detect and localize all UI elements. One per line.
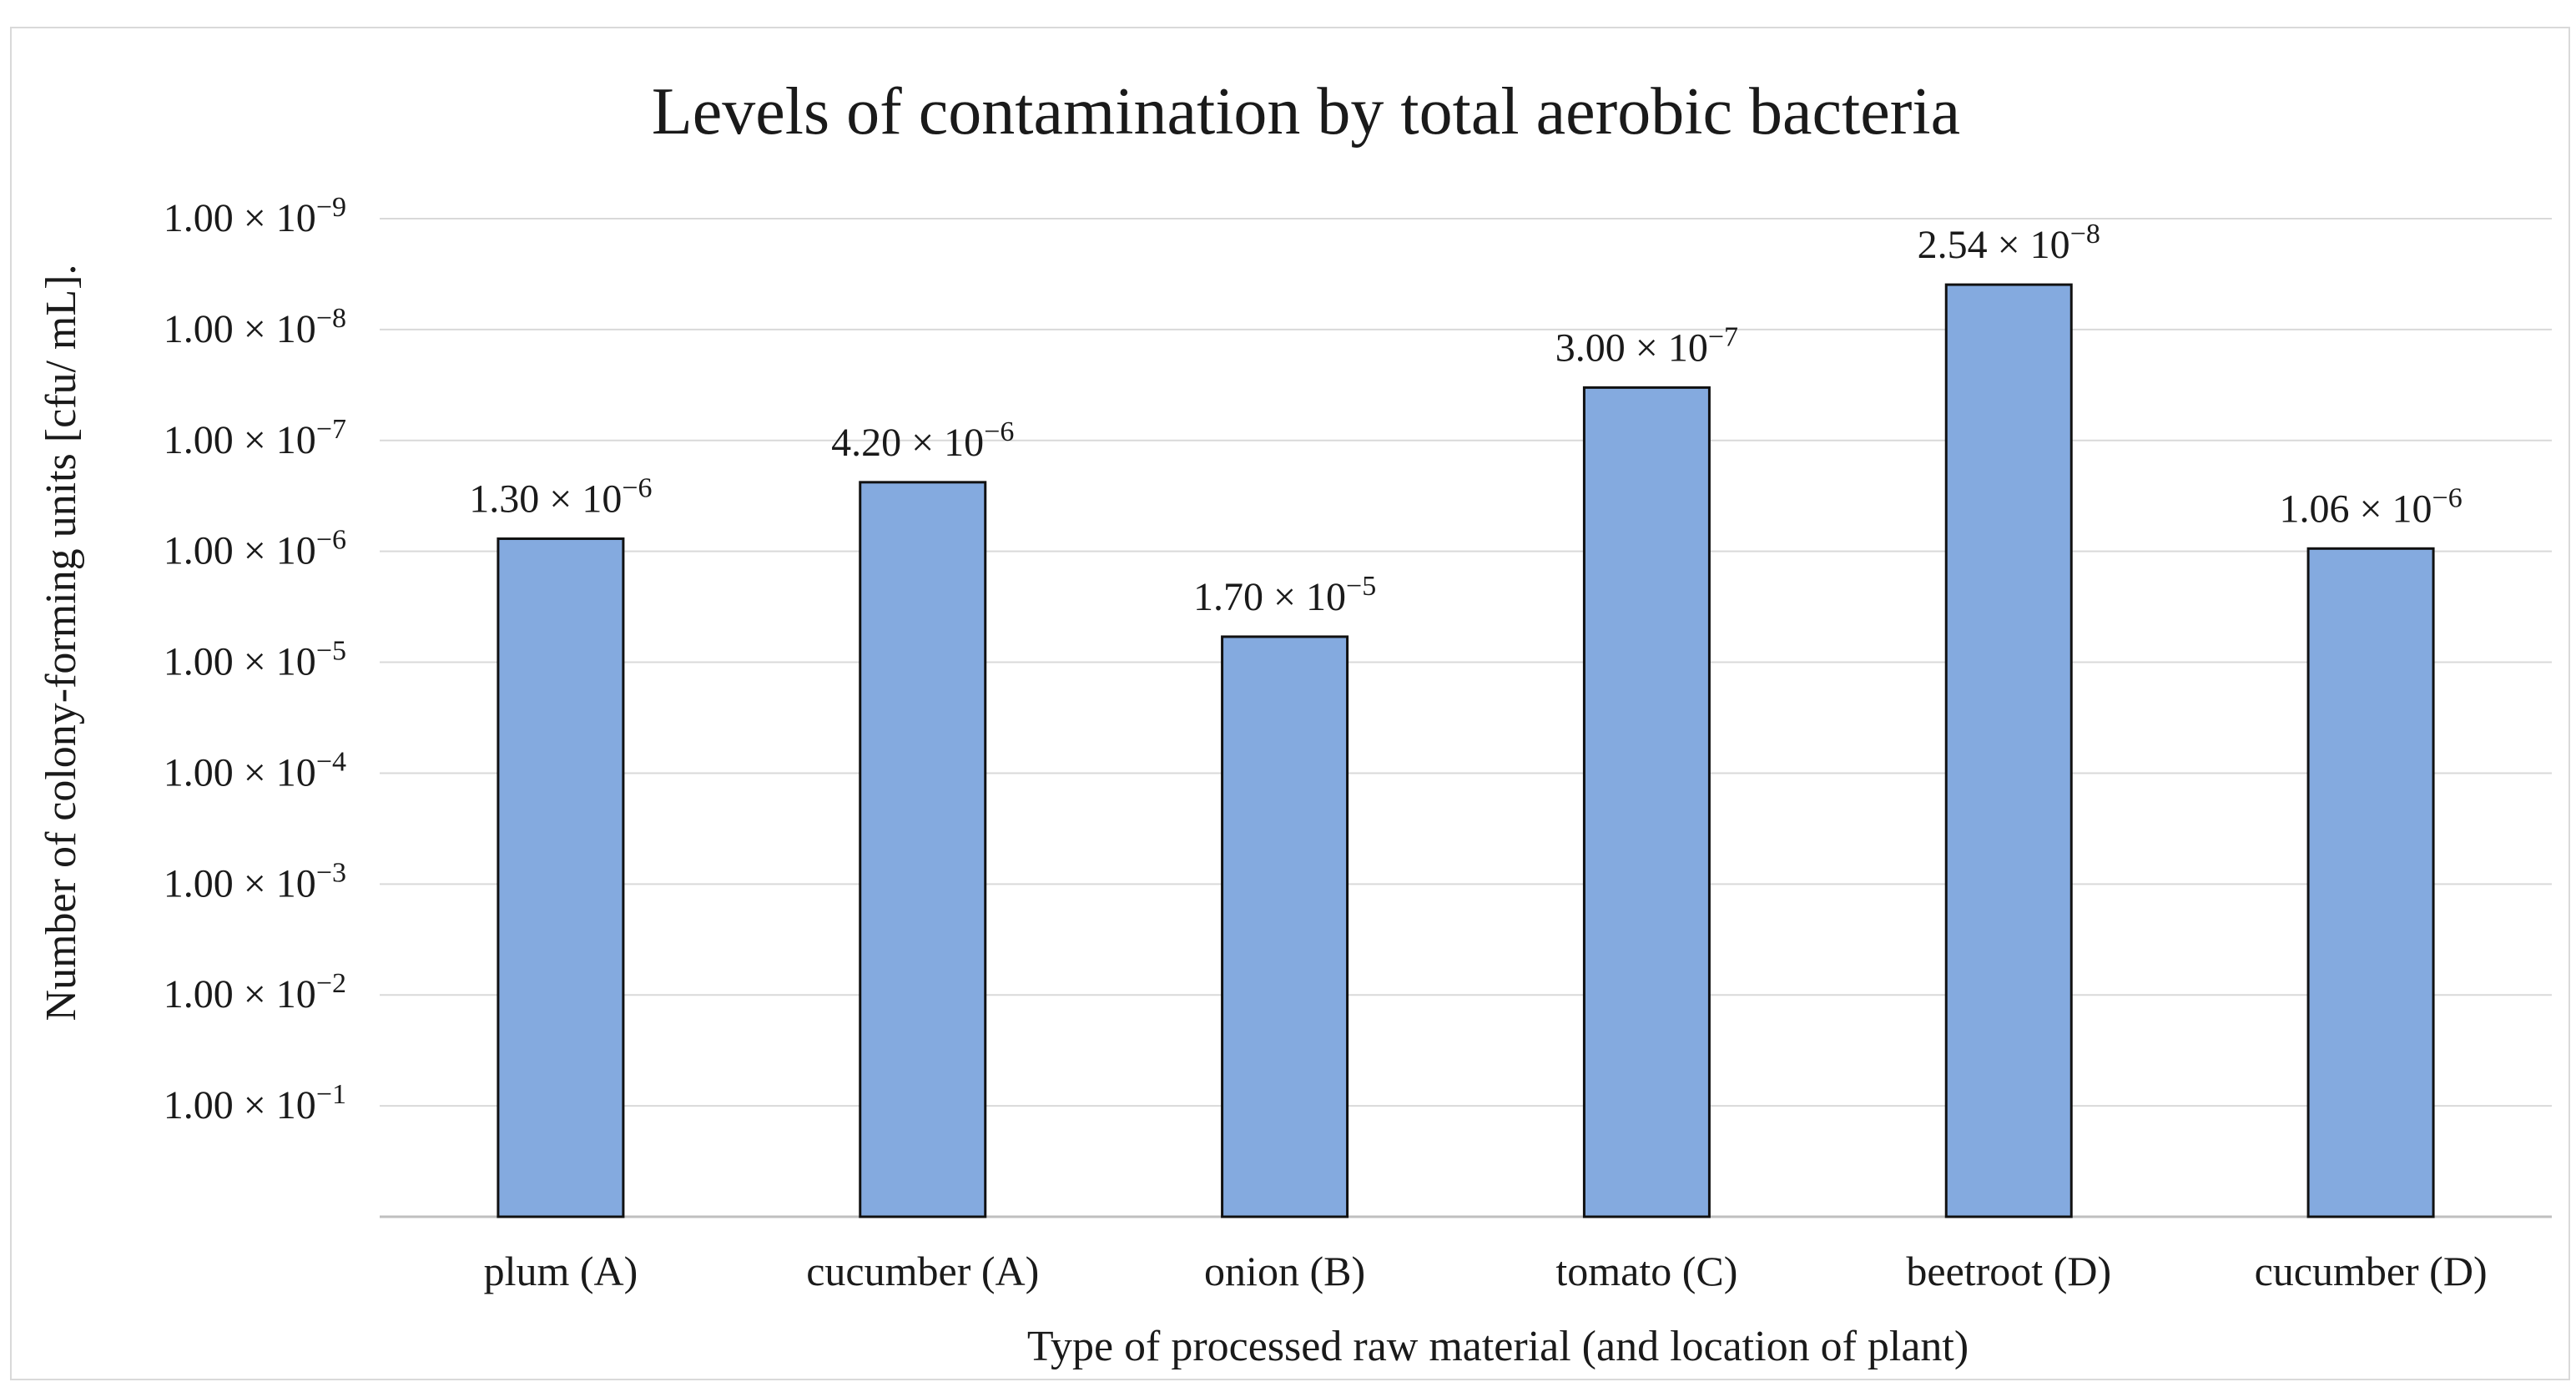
- y-tick-label: 1.00 × 10−9: [164, 192, 346, 240]
- labels: 1.00 × 10−1 1.00 × 10−2 1.00 × 10−3 1.00 × …: [164, 192, 2488, 1294]
- data-label: 3.00 × 10−7: [1555, 321, 1738, 370]
- gridlines: [380, 218, 2552, 1218]
- bar: [859, 481, 987, 1218]
- chart-title: Levels of contamination by total aerobic…: [652, 75, 1960, 149]
- x-tick-label: cucumber (D): [2255, 1248, 2488, 1294]
- y-axis-label: Number of colony-forming units [cfu/ mL]…: [38, 265, 85, 1021]
- x-tick-label: plum (A): [484, 1248, 638, 1294]
- bar: [1221, 635, 1349, 1218]
- y-tick-label: 1.00 × 10−5: [164, 636, 346, 684]
- x-tick-label: cucumber (A): [806, 1248, 1039, 1294]
- bar: [1582, 386, 1711, 1218]
- data-label: 1.06 × 10−6: [2279, 482, 2462, 531]
- data-label: 4.20 × 10−6: [831, 416, 1014, 465]
- bar: [497, 537, 625, 1218]
- bars: [497, 283, 2435, 1218]
- x-tick-label: tomato (C): [1555, 1248, 1737, 1294]
- y-tick-label: 1.00 × 10−3: [164, 857, 346, 905]
- x-tick-label: onion (B): [1204, 1248, 1365, 1294]
- data-label: 2.54 × 10−8: [1918, 219, 2100, 267]
- x-tick-label: beetroot (D): [1906, 1248, 2111, 1294]
- bar: [1944, 283, 2073, 1218]
- y-tick-label: 1.00 × 10−2: [164, 968, 346, 1016]
- y-tick-label: 1.00 × 10−1: [164, 1079, 346, 1127]
- y-tick-label: 1.00 × 10−7: [164, 414, 346, 462]
- y-tick-label: 1.00 × 10−8: [164, 303, 346, 351]
- y-tick-label: 1.00 × 10−4: [164, 746, 346, 794]
- bar: [2306, 547, 2435, 1218]
- data-label: 1.70 × 10−5: [1193, 571, 1376, 619]
- y-tick-label: 1.00 × 10−6: [164, 525, 346, 573]
- x-axis-label: Type of processed raw material (and loca…: [1027, 1323, 1969, 1370]
- data-label: 1.30 × 10−6: [469, 473, 652, 522]
